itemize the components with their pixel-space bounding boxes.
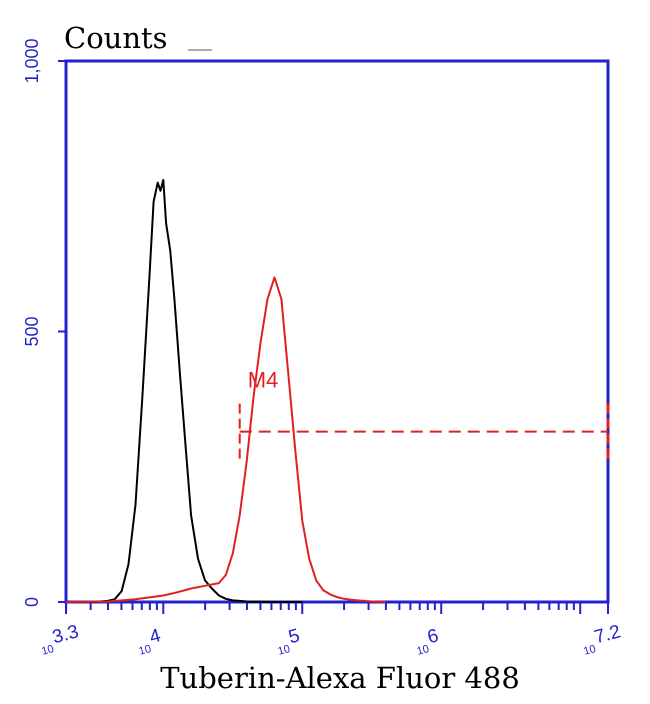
x-tick-base: 10	[40, 643, 55, 658]
plot-frame	[64, 59, 610, 604]
y-tick-label: 0	[22, 597, 42, 607]
y-tick-label: 1,000	[22, 38, 42, 83]
x-tick-base: 10	[138, 643, 153, 658]
x-tick-exponent: 3.3	[50, 621, 81, 648]
x-axis-label: Tuberin-Alexa Fluor 488	[160, 661, 520, 695]
x-tick-label: 104	[138, 625, 164, 658]
x-tick-label: 106	[416, 625, 441, 658]
y-tick-label: 500	[22, 316, 42, 346]
y-axis-label: Counts	[64, 21, 168, 55]
x-tick-base: 10	[582, 643, 597, 658]
x-tick-exponent: 6	[425, 625, 441, 648]
sample-histogram-line	[65, 276, 386, 603]
marker-label: M4	[248, 368, 279, 393]
x-tick-label: 107.2	[582, 621, 623, 658]
x-tick-base: 10	[277, 643, 292, 658]
x-tick-base: 10	[416, 643, 431, 658]
control-histogram-line	[66, 179, 303, 603]
x-tick-label: 105	[277, 625, 302, 658]
x-tick-exponent: 7.2	[592, 621, 623, 648]
y-axis-ticks: 0 500 1,000	[22, 38, 66, 607]
x-tick-label: 103.3	[40, 621, 81, 658]
series-layer	[65, 179, 386, 603]
marker-gate: M4	[238, 368, 610, 460]
x-tick-exponent: 5	[286, 625, 302, 648]
